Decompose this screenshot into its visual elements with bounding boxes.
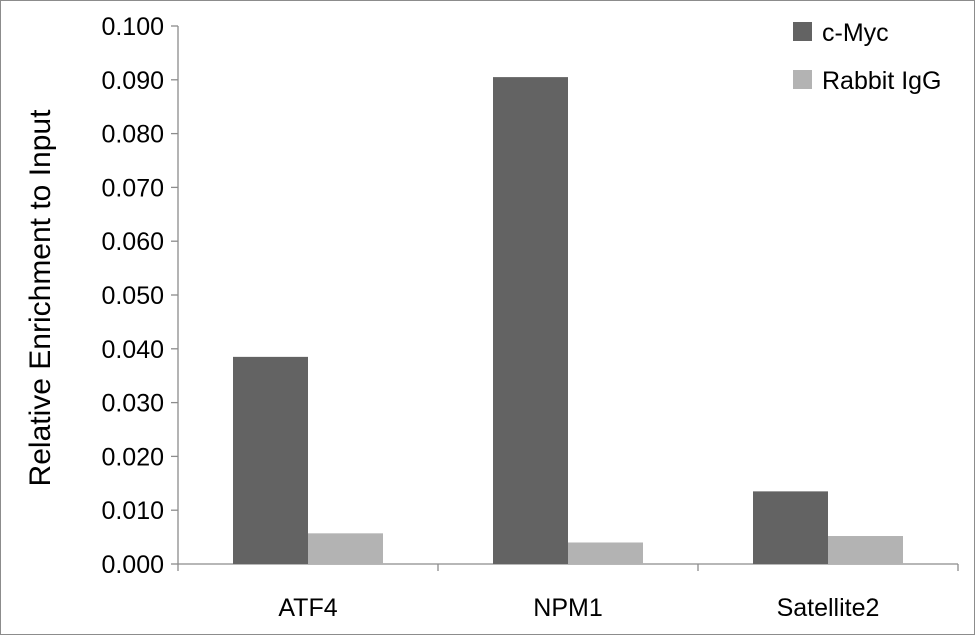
x-category-label: ATF4: [278, 594, 337, 622]
legend-swatch: [793, 22, 812, 41]
y-tick-label: 0.010: [101, 497, 164, 525]
bar-rabbit-igg: [828, 536, 903, 564]
bar-rabbit-igg: [308, 533, 383, 564]
legend: c-Myc Rabbit IgG: [793, 19, 942, 95]
y-tick-label: 0.100: [101, 13, 164, 41]
bar-rabbit-igg: [568, 542, 643, 564]
y-axis-title: Relative Enrichment to Input: [24, 109, 57, 487]
y-tick-label: 0.050: [101, 282, 164, 310]
x-axis: ATF4 NPM1 Satellite2: [177, 563, 959, 622]
legend-label: c-Myc: [822, 19, 889, 47]
legend-label: Rabbit IgG: [822, 67, 942, 95]
y-tick-label: 0.070: [101, 174, 164, 202]
legend-swatch: [793, 70, 812, 89]
y-axis: 0.000 0.010 0.020 0.030 0.040 0.050 0.060 0.070…: [101, 13, 179, 579]
y-tick-label: 0.040: [101, 336, 164, 364]
bar-c-myc: [493, 77, 568, 565]
bars: [233, 77, 903, 565]
y-tick-label: 0.080: [101, 121, 164, 149]
y-tick-label: 0.090: [101, 67, 164, 95]
y-tick-label: 0.030: [101, 390, 164, 418]
y-tick-label: 0.060: [101, 228, 164, 256]
y-tick-label: 0.020: [101, 443, 164, 471]
x-category-label: Satellite2: [777, 594, 880, 622]
y-tick-label: 0.000: [101, 551, 164, 579]
bar-c-myc: [233, 356, 308, 564]
bar-c-myc: [753, 491, 828, 564]
x-category-label: NPM1: [533, 594, 602, 622]
